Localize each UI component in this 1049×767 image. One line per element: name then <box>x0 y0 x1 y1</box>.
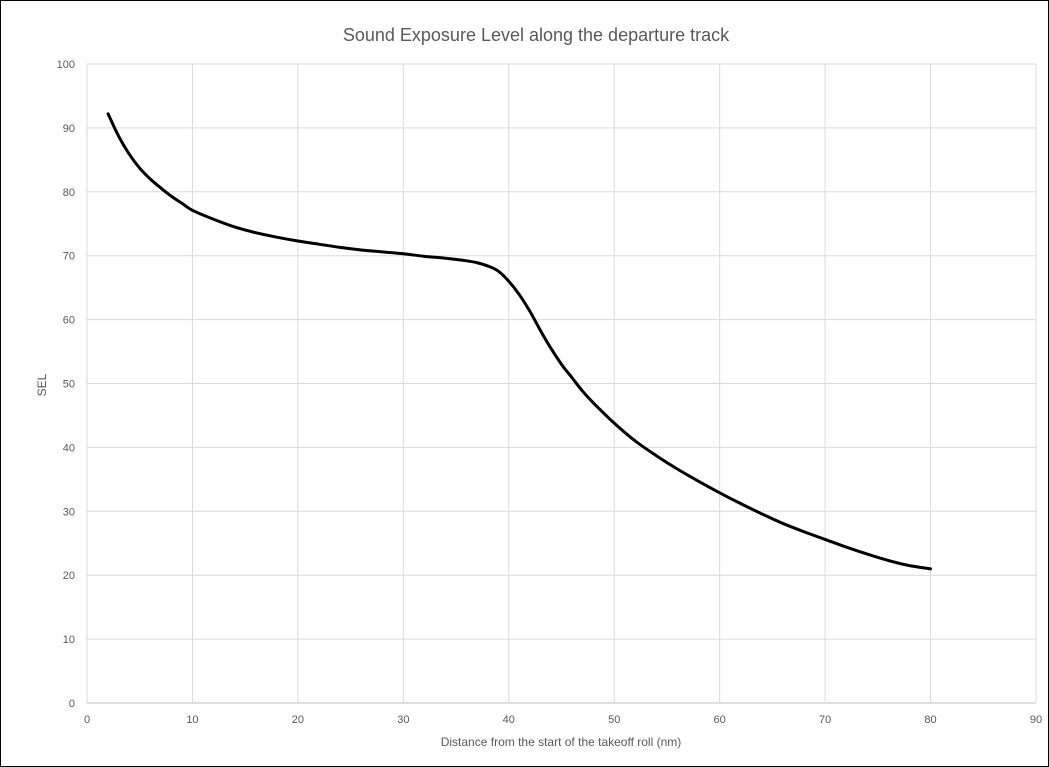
x-tick-label: 30 <box>397 714 409 726</box>
gridlines <box>86 63 1037 704</box>
y-tick-label: 0 <box>69 698 75 710</box>
y-tick-label: 40 <box>63 442 75 454</box>
x-tick-label: 40 <box>503 714 515 726</box>
chart-title: Sound Exposure Level along the departure… <box>343 25 730 45</box>
x-tick-label: 20 <box>292 714 304 726</box>
y-tick-label: 30 <box>63 506 75 518</box>
y-tick-label: 100 <box>57 59 75 71</box>
y-tick-label: 70 <box>63 251 75 263</box>
series-layer <box>106 112 933 571</box>
y-tick-label: 60 <box>63 315 75 327</box>
y-tick-label: 50 <box>63 379 75 391</box>
y-axis-label: SEL <box>35 373 49 396</box>
x-tick-label: 0 <box>84 714 90 726</box>
y-tick-label: 90 <box>63 123 75 135</box>
x-tick-label: 60 <box>714 714 726 726</box>
y-tick-label: 10 <box>63 634 75 646</box>
x-tick-label: 80 <box>924 714 936 726</box>
x-axis-label: Distance from the start of the takeoff r… <box>441 735 682 749</box>
series-line <box>106 112 933 571</box>
x-tick-label: 10 <box>186 714 198 726</box>
x-tick-label: 70 <box>819 714 831 726</box>
y-tick-label: 80 <box>63 187 75 199</box>
x-tick-label: 50 <box>608 714 620 726</box>
tick-labels: 0 10 20 30 40 50 60 70 80 90 100 0 10 20 30 40 50 60 70 80 9… <box>57 59 1042 726</box>
x-tick-label: 90 <box>1030 714 1042 726</box>
y-tick-label: 20 <box>63 570 75 582</box>
